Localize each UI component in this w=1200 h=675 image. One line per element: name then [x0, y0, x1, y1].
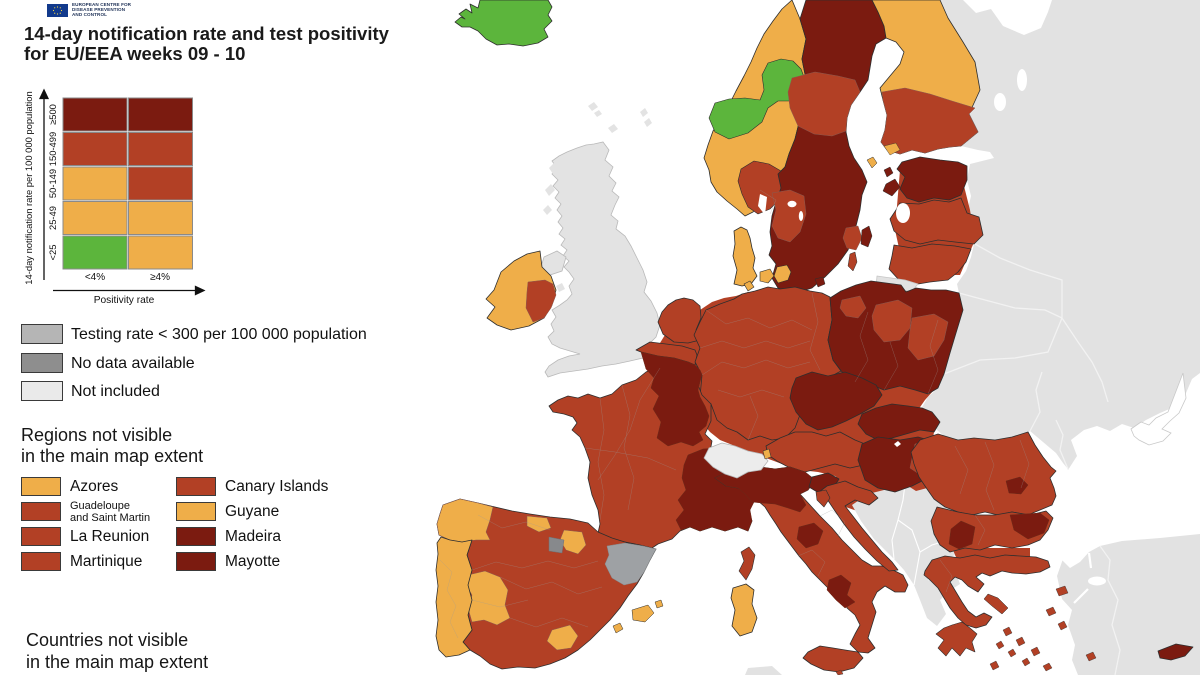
- svg-text:50-149: 50-149: [47, 169, 58, 198]
- svg-text:25-49: 25-49: [47, 206, 58, 230]
- svg-text:≥4%: ≥4%: [150, 272, 170, 283]
- svg-text:14-day notification rate per 1: 14-day notification rate per 100 000 pop…: [23, 91, 34, 284]
- svg-text:Positivity rate: Positivity rate: [94, 295, 155, 306]
- svg-text:≥500: ≥500: [47, 104, 58, 125]
- svg-text:<25: <25: [47, 245, 58, 261]
- svg-text:150-499: 150-499: [47, 132, 58, 166]
- svg-text:<4%: <4%: [85, 272, 105, 283]
